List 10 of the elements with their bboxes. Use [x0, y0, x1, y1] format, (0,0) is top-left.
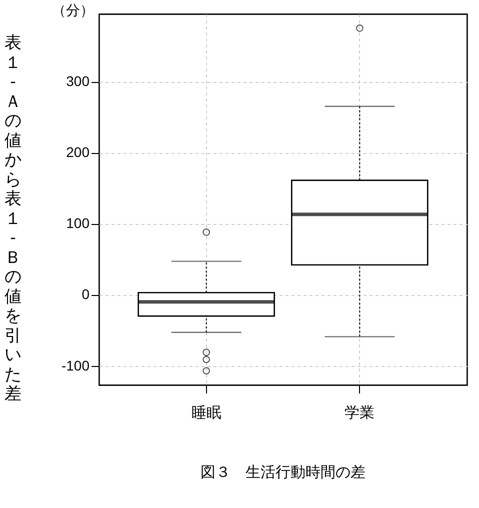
text: 表１-Ａの値から表１-Ｂの値を引いた差: [4, 33, 22, 404]
y-tick-label: 300: [66, 73, 90, 90]
text: （分）: [52, 2, 94, 20]
y-tick-label: 100: [66, 215, 90, 232]
y-tick-label: -100: [61, 357, 90, 374]
x-tick-label: 睡眠: [191, 404, 222, 422]
x-tick-label: 学業: [344, 404, 375, 422]
y-tick-label: 200: [66, 144, 90, 160]
y-tick-label: 0: [82, 286, 90, 302]
text: 図３ 生活行動時間の差: [200, 463, 366, 481]
